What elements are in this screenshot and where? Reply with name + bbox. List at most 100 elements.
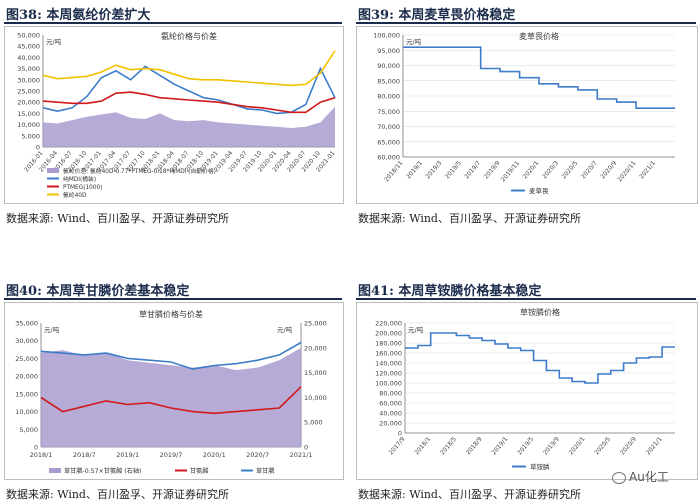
figure-41-source: 数据来源: Wind、百川盈孚、开源证券研究所 [358,488,581,501]
y-tick-label: 20,000 [379,420,402,428]
y-tick-label: 25,000 [15,355,38,363]
x-tick-label: 2020/7 [580,160,599,181]
x-tick-label: 2017/9 [388,436,407,457]
y-tick-label: 0 [398,430,402,438]
y-tick-label: 10,000 [17,121,40,129]
x-tick-label: 2019/7 [463,160,482,181]
series-line-1 [42,65,336,115]
y-tick-label: 140,000 [375,360,402,368]
x-tick-label: 2019/7 [160,451,183,459]
chart-40-svg: 草甘膦价格与价差 0 5,000 10,000 15,000 20,000 25,000 30… [15,309,327,475]
chart-38-svg: 氨纶价格与价差 0 5,000 10,000 15,000 20,000 25,000 30,… [17,31,336,199]
y-tick-label: 95,000 [377,47,400,55]
legend-label: 甘氨酸 [190,467,209,475]
figure-40-source: 数据来源: Wind、百川盈孚、开源证券研究所 [6,488,229,501]
series-line-3 [42,50,336,87]
figure-38-source: 数据来源: Wind、百川盈孚、开源证券研究所 [6,212,229,225]
y-tick-label: 35,000 [15,320,38,328]
series-line-2 [42,91,336,114]
x-tick-label: 2020/5 [560,160,579,181]
chart-panel-39: 麦草畏价格 60,000 65,000 70,000 75,000 80,000 85,00… [356,26,698,204]
figure-41-rule [356,298,696,300]
x-tick-label: 2021/1 [638,160,657,181]
x-tick-label: 2018/5 [439,436,458,457]
chart-panel-40: 草甘膦价格与价差 0 5,000 10,000 15,000 20,000 25,000 30… [4,302,344,480]
figure-40-rule [4,298,342,300]
watermark: Au化工 [612,468,669,485]
y-tick-label: 100,000 [375,380,402,388]
watermark-text: Au化工 [629,470,669,484]
x-tick-label: 2019/5 [516,436,535,457]
y-tick-label: 40,000 [379,410,402,418]
x-tick-label: 2020/1 [203,451,226,459]
y-tick-label: 10,000 [15,408,38,416]
x-tick-label: 2020/3 [541,160,560,181]
chart-title: 草铵膦价格 [520,307,560,317]
figure-39-rule [356,22,696,24]
y-tick-label: 220,000 [375,320,402,328]
y-tick-label: 75,000 [377,108,400,116]
y2-tick-label: 5,000 [304,419,323,427]
y-tick-label: 80,000 [379,390,402,398]
x-tick-label: 2018/11 [383,160,405,184]
x-tick-label: 2019/3 [424,160,443,181]
y-tick-label: 50,000 [17,32,40,40]
x-tick-label: 2019/1 [116,451,139,459]
legend-label: 氨纶价差: 氨纶40D-0.77*PTMEG-0.18*纯MDI (自勤价格) [63,167,216,175]
y-tick-label: 30,000 [15,337,38,345]
y-tick-label: 0 [34,444,38,452]
x-tick-label: 2018/1 [413,436,432,457]
x-tick-label: 2020/1 [568,436,587,457]
figure-38-rule [4,22,342,24]
figure-40-title: 图40: 本周草甘膦价差基本稳定 [6,284,190,299]
figure-38-title: 图38: 本周氨纶价差扩大 [6,8,151,23]
legend-label: 氨纶40D [63,191,87,199]
figure-41-title: 图41: 本周草铵膦价格基本稳定 [358,284,542,299]
x-tick-label: 2019/11 [500,160,522,184]
series-line-1 [40,386,302,415]
x-tick-label: 2021/1 [645,436,664,457]
x-tick-label: 2020/7 [246,451,269,459]
y2-tick-label: 15,000 [304,369,327,377]
x-tick-label: 2020/11 [616,160,638,184]
legend-label: 麦草畏 [529,186,549,195]
y-tick-label: 100,000 [373,32,400,40]
series-line-2 [40,341,302,370]
legend-swatch [49,468,61,473]
y-tick-label: 15,000 [15,390,38,398]
y-tick-label: 25,000 [17,88,40,96]
x-tick-label: 2019/9 [483,160,502,181]
legend-label: 草铵膦 [530,462,550,471]
x-tick-label: 2018/7 [73,451,96,459]
legend-label: 草甘膦-0.57×甘氨酸 (右轴) [64,467,142,475]
y-tick-label: 20,000 [15,373,38,381]
chart-39-svg: 麦草畏价格 60,000 65,000 70,000 75,000 80,000 85,00… [373,31,675,195]
y-tick-label: 70,000 [377,123,400,131]
y-tick-label: 5,000 [21,132,40,140]
y-tick-label: 200,000 [375,330,402,338]
y-tick-label: 80,000 [377,93,400,101]
x-tick-label: 2019/5 [444,160,463,181]
y-tick-label: 60,000 [379,400,402,408]
x-tick-label: 2018/9 [465,436,484,457]
y2-tick-label: 20,000 [304,344,327,352]
x-tick-label: 2020/9 [599,160,618,181]
y2-unit-label: 元/吨 [277,325,293,334]
legend-label: PTMEG(1000) [63,185,102,191]
y-unit-label: 元/吨 [46,37,62,46]
y-tick-label: 0 [36,144,40,152]
y-tick-label: 90,000 [377,62,400,70]
legend-label: 纯MDI(桶装) [63,175,96,183]
y-tick-label: 180,000 [375,340,402,348]
figure-39-title: 图39: 本周麦草畏价格稳定 [358,8,516,23]
x-tick-label: 2020/1 [522,160,541,181]
series-area-0 [41,347,301,447]
y-tick-label: 15,000 [17,110,40,118]
legend-swatch [47,168,59,173]
chart-title: 氨纶价格与价差 [161,31,217,41]
x-tick-label: 2019/9 [542,436,561,457]
wechat-icon [612,471,626,484]
y-tick-label: 30,000 [17,76,40,84]
chart-title: 麦草畏价格 [519,31,559,41]
